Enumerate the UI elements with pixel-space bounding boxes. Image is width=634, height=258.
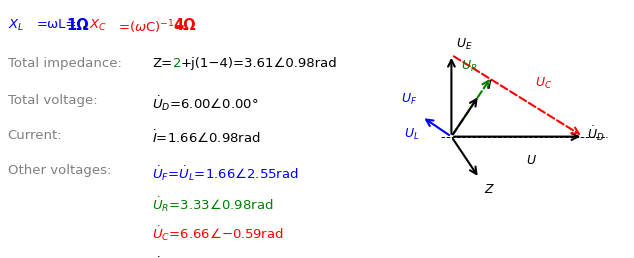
Text: Z=: Z= — [152, 57, 172, 70]
Text: $\dot{U}_D$: $\dot{U}_D$ — [587, 125, 605, 143]
Text: $\dot{U}_D$=6.00$\angle$0.00°: $\dot{U}_D$=6.00$\angle$0.00° — [152, 94, 259, 113]
Text: $U_C$: $U_C$ — [535, 76, 552, 91]
Text: Other voltages:: Other voltages: — [8, 164, 111, 177]
Text: $X_C$: $X_C$ — [89, 18, 108, 33]
Text: =($\omega$C)$^{-1}$=: =($\omega$C)$^{-1}$= — [118, 18, 186, 36]
Text: U: U — [526, 154, 535, 167]
Text: Current:: Current: — [8, 129, 62, 142]
Text: $\dot{U}_C$=6.66$\angle$$-$0.59rad: $\dot{U}_C$=6.66$\angle$$-$0.59rad — [152, 224, 284, 243]
Text: 1Ω: 1Ω — [67, 18, 89, 33]
Text: $\dot{U}_F$=$\dot{U}_L$=1.66$\angle$2.55rad: $\dot{U}_F$=$\dot{U}_L$=1.66$\angle$2.55… — [152, 164, 299, 183]
Text: $\dot{U}_E$=3.72$\angle$1.45rad: $\dot{U}_E$=3.72$\angle$1.45rad — [152, 255, 272, 258]
Text: $U_E$: $U_E$ — [456, 37, 473, 52]
Text: $U_L$: $U_L$ — [404, 127, 419, 142]
Text: $\dot{I}$=1.66$\angle$0.98rad: $\dot{I}$=1.66$\angle$0.98rad — [152, 129, 261, 146]
Text: 4Ω: 4Ω — [173, 18, 195, 33]
Text: 2: 2 — [173, 57, 181, 70]
Text: $I$: $I$ — [487, 79, 492, 92]
Text: $Z$: $Z$ — [484, 183, 495, 196]
Text: $\dot{U}_R$=3.33$\angle$0.98rad: $\dot{U}_R$=3.33$\angle$0.98rad — [152, 195, 274, 214]
Text: Total impedance:: Total impedance: — [8, 57, 122, 70]
Text: $U_R$: $U_R$ — [462, 59, 478, 74]
Text: $U_F$: $U_F$ — [401, 91, 417, 107]
Text: Total voltage:: Total voltage: — [8, 94, 97, 107]
Text: =ωL=: =ωL= — [36, 18, 77, 31]
Text: $X_L$: $X_L$ — [8, 18, 24, 33]
Text: ,: , — [82, 18, 94, 31]
Text: +j(1−4)=3.61∠0.98rad: +j(1−4)=3.61∠0.98rad — [181, 57, 337, 70]
